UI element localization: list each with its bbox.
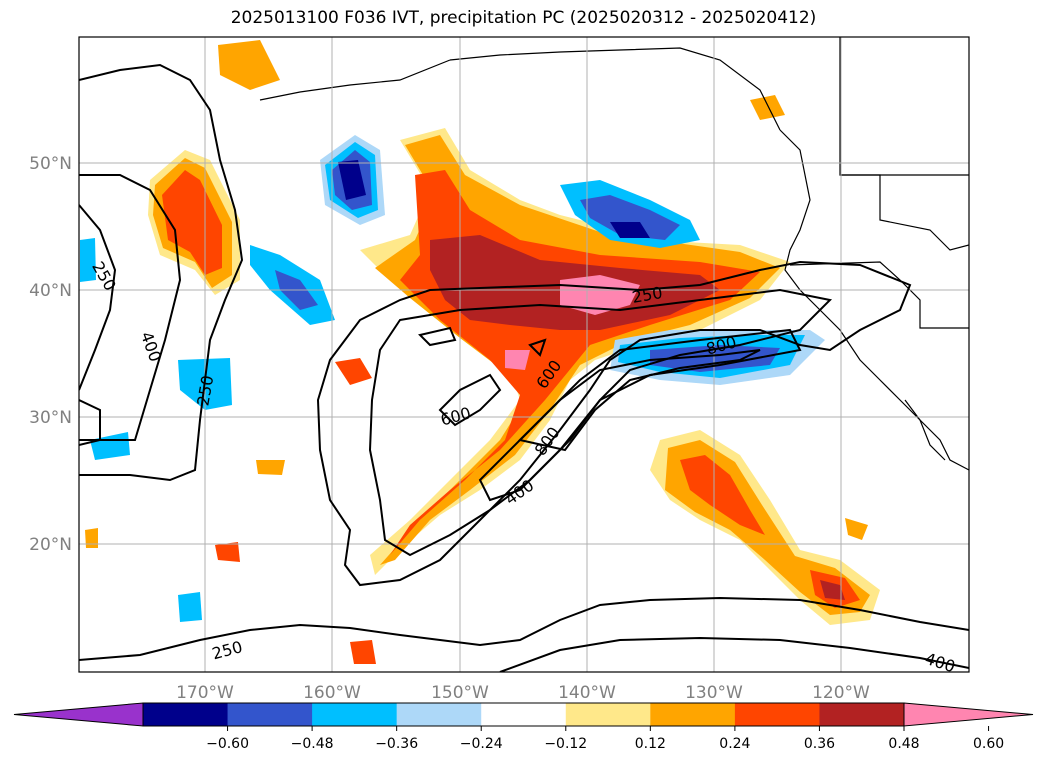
colorbar-segment [312, 703, 398, 726]
lon-tick-label: 140°W [558, 683, 616, 703]
contour-label: 400 [923, 649, 958, 677]
lat-tick-label: 30°N [29, 408, 72, 428]
lon-tick-label: 120°W [812, 683, 870, 703]
colorbar-label: −0.24 [460, 736, 503, 752]
colorbar-extend-max [903, 702, 1034, 727]
colorbar-segment [565, 703, 651, 726]
colorbar-label: 0.24 [719, 736, 750, 752]
map-frame [78, 36, 970, 673]
colorbar-label: −0.48 [291, 736, 334, 752]
chart-title: 2025013100 F036 IVT, precipitation PC (2… [230, 8, 817, 28]
colorbar-label: 0.60 [973, 736, 1004, 752]
colorbar: −0.60 −0.48 −0.36 −0.24 −0.12 0.12 0.24 0.36 0.4… [13, 702, 1034, 752]
colorbar-segment [143, 703, 229, 726]
lat-tick-label: 50°N [29, 154, 72, 174]
colorbar-label: −0.60 [206, 736, 249, 752]
colorbar-label: 0.12 [635, 736, 666, 752]
colorbar-label: 0.36 [804, 736, 835, 752]
colorbar-label: −0.36 [375, 736, 418, 752]
colorbar-segment [396, 703, 482, 726]
colorbar-label: 0.48 [888, 736, 919, 752]
colorbar-segment [227, 703, 313, 726]
colorbar-segment [734, 703, 820, 726]
map-layers: 250 400 250 250 600 800 600 800 400 250 … [79, 37, 969, 677]
lon-tick-label: 150°W [431, 683, 489, 703]
colorbar-extend-min [13, 702, 144, 727]
lat-tick-labels: 50°N 40°N 30°N 20°N [29, 154, 72, 555]
lon-tick-label: 170°W [176, 683, 234, 703]
ivt-contours [79, 63, 969, 672]
lon-tick-label: 160°W [303, 683, 361, 703]
lat-tick-label: 40°N [29, 281, 72, 301]
colorbar-label: −0.12 [544, 736, 587, 752]
coastlines [259, 37, 969, 471]
colorbar-border [142, 702, 905, 727]
gridlines [79, 37, 969, 672]
colorbar-segment [481, 703, 567, 726]
lat-tick-label: 20°N [29, 535, 72, 555]
precip-shading [80, 40, 880, 664]
colorbar-segment [819, 703, 905, 726]
lon-tick-labels: 170°W 160°W 150°W 140°W 130°W 120°W [176, 683, 870, 703]
colorbar-segment [650, 703, 736, 726]
lon-tick-label: 130°W [685, 683, 743, 703]
